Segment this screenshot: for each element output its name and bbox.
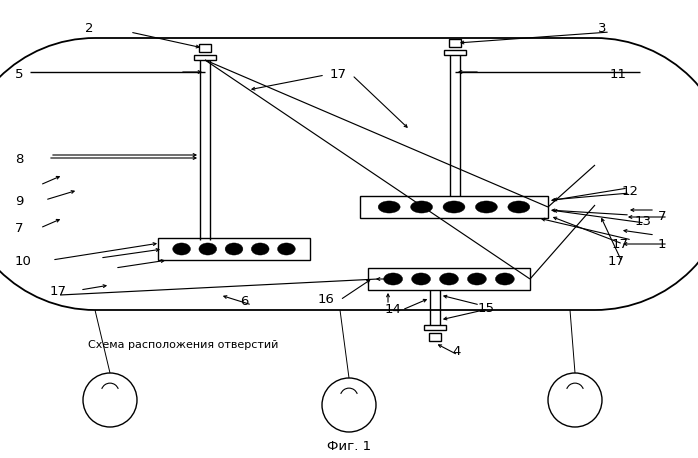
Text: 11: 11 [610, 68, 627, 81]
Ellipse shape [378, 201, 400, 213]
Text: 8: 8 [15, 153, 23, 166]
Ellipse shape [278, 243, 295, 255]
Ellipse shape [410, 201, 433, 213]
Text: Фиг. 1: Фиг. 1 [327, 440, 371, 453]
Text: 9: 9 [15, 195, 23, 208]
Text: 10: 10 [15, 255, 32, 268]
Bar [429, 333, 441, 341]
Text: 17: 17 [612, 238, 629, 251]
Ellipse shape [443, 201, 465, 213]
Ellipse shape [384, 273, 403, 285]
Text: 7: 7 [658, 210, 667, 223]
Ellipse shape [172, 243, 191, 255]
Bar [368, 268, 530, 290]
Text: 17: 17 [50, 285, 67, 298]
Ellipse shape [468, 273, 487, 285]
Bar [158, 238, 310, 260]
Text: 13: 13 [635, 215, 652, 228]
Text: 17: 17 [329, 68, 346, 81]
Ellipse shape [496, 273, 514, 285]
Text: 16: 16 [318, 293, 335, 306]
Text: 6: 6 [240, 295, 248, 308]
Text: 2: 2 [85, 22, 94, 35]
Bar [199, 44, 211, 52]
Ellipse shape [508, 201, 530, 213]
Text: 14: 14 [385, 303, 402, 316]
Bar [360, 196, 548, 218]
Ellipse shape [251, 243, 269, 255]
Ellipse shape [225, 243, 243, 255]
Ellipse shape [475, 201, 498, 213]
Bar [444, 50, 466, 55]
Ellipse shape [199, 243, 216, 255]
Ellipse shape [412, 273, 431, 285]
Text: 1: 1 [658, 238, 667, 251]
Text: 12: 12 [622, 185, 639, 198]
Text: 4: 4 [452, 345, 461, 358]
Bar [449, 39, 461, 47]
Text: Схема расположения отверстий: Схема расположения отверстий [88, 340, 279, 350]
Text: 5: 5 [15, 68, 24, 81]
Ellipse shape [440, 273, 459, 285]
Text: 7: 7 [15, 222, 24, 235]
Text: 15: 15 [478, 302, 495, 315]
Bar [424, 325, 446, 330]
Text: 17: 17 [608, 255, 625, 268]
Text: 3: 3 [598, 22, 607, 35]
Bar [194, 55, 216, 60]
